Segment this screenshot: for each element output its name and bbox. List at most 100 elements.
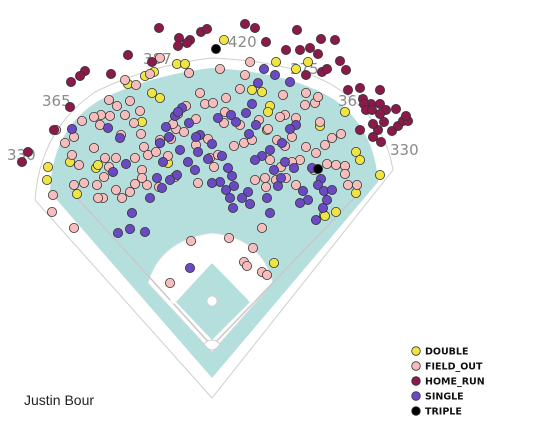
second-base [208,256,216,265]
point-home-run-36 [390,104,401,115]
point-single-57 [127,207,138,218]
point-single-45 [284,124,295,135]
point-single-64 [103,123,114,134]
point-single-67 [192,146,203,157]
point-single-2 [284,77,295,88]
point-single-62 [121,158,132,169]
point-field-out-109 [241,260,252,271]
point-home-run-20 [334,56,345,67]
point-home-run-23 [354,83,365,94]
point-field-out-120 [112,101,123,112]
point-field-out-1 [183,68,194,79]
point-single-34 [326,184,337,195]
point-field-out-83 [335,128,346,139]
point-home-run-14 [291,24,302,35]
point-single-15 [216,150,227,161]
point-field-out-3 [234,84,245,95]
point-single-38 [317,202,328,213]
point-single-52 [171,169,182,180]
batted-ball-points [16,18,413,288]
point-single-1 [269,70,280,81]
point-field-out-13 [125,96,136,107]
point-field-out-18 [77,116,88,127]
point-field-out-91 [125,186,136,197]
point-single-43 [276,137,287,148]
point-field-out-99 [69,222,80,233]
point-field-out-24 [74,159,85,170]
point-field-out-106 [247,242,258,253]
point-single-19 [228,180,239,191]
point-field-out-78 [342,179,353,190]
point-field-out-85 [299,100,310,111]
point-field-out-97 [47,206,58,217]
point-single-14 [202,153,213,164]
point-field-out-75 [321,158,332,169]
point-field-out-21 [60,137,71,148]
point-home-run-51 [22,146,33,157]
point-double-9 [246,85,257,96]
point-single-59 [125,223,136,234]
point-field-out-23 [89,142,100,153]
point-field-out-81 [319,139,330,150]
point-double-19 [354,154,365,165]
point-single-53 [164,174,175,185]
point-field-out-80 [351,179,362,190]
point-single-32 [312,179,323,190]
point-double-35 [268,257,279,268]
point-field-out-118 [134,106,145,117]
point-field-out-10 [120,75,131,86]
point-field-out-6 [300,88,311,99]
point-field-out-90 [249,174,260,185]
point-field-out-67 [310,147,321,158]
point-field-out-122 [194,88,205,99]
point-single-51 [182,156,193,167]
point-single-20 [224,192,235,203]
point-single-42 [264,144,275,155]
point-field-out-103 [185,235,196,246]
point-home-run-43 [367,119,378,130]
point-double-21 [42,174,53,185]
point-double-30 [374,169,385,180]
legend-label-triple: TRIPLE [425,407,462,418]
point-single-69 [206,177,217,188]
legend: DOUBLE FIELD_OUT HOME_RUN SINGLE TRIPLE [411,346,485,418]
point-single-71 [249,154,260,165]
point-single-39 [310,214,321,225]
point-home-run-26 [374,99,385,110]
pitchers-mound [206,295,218,307]
legend-marker-home-run [411,376,421,386]
point-field-out-33 [135,128,146,139]
point-double-12 [154,93,165,104]
point-field-out-117 [260,181,271,192]
point-field-out-92 [117,192,128,203]
point-home-run-31 [375,136,386,147]
point-single-22 [244,198,255,209]
point-field-out-38 [150,146,161,157]
point-field-out-31 [120,110,131,121]
distance-left-gap: 365 [42,92,71,110]
point-single-13 [206,138,217,149]
point-single-54 [151,172,162,183]
point-field-out-101 [141,179,152,190]
point-field-out-48 [207,98,218,109]
point-field-out-32 [128,118,139,129]
point-double-0 [218,35,229,46]
point-field-out-43 [178,127,189,138]
point-single-58 [113,227,124,238]
point-single-24 [264,207,275,218]
legend-label-field-out: FIELD_OUT [425,362,483,373]
point-home-run-16 [329,35,340,46]
point-field-out-79 [339,168,350,179]
point-single-8 [230,117,241,128]
third-base [169,296,178,305]
point-field-out-115 [93,192,104,203]
point-field-out-9 [239,70,250,81]
point-home-run-13 [312,49,323,60]
point-single-3 [252,78,263,89]
point-single-49 [163,131,174,142]
point-home-run-11 [294,45,305,56]
point-field-out-53 [192,177,203,188]
point-field-out-62 [262,124,273,135]
point-double-29 [262,107,273,118]
